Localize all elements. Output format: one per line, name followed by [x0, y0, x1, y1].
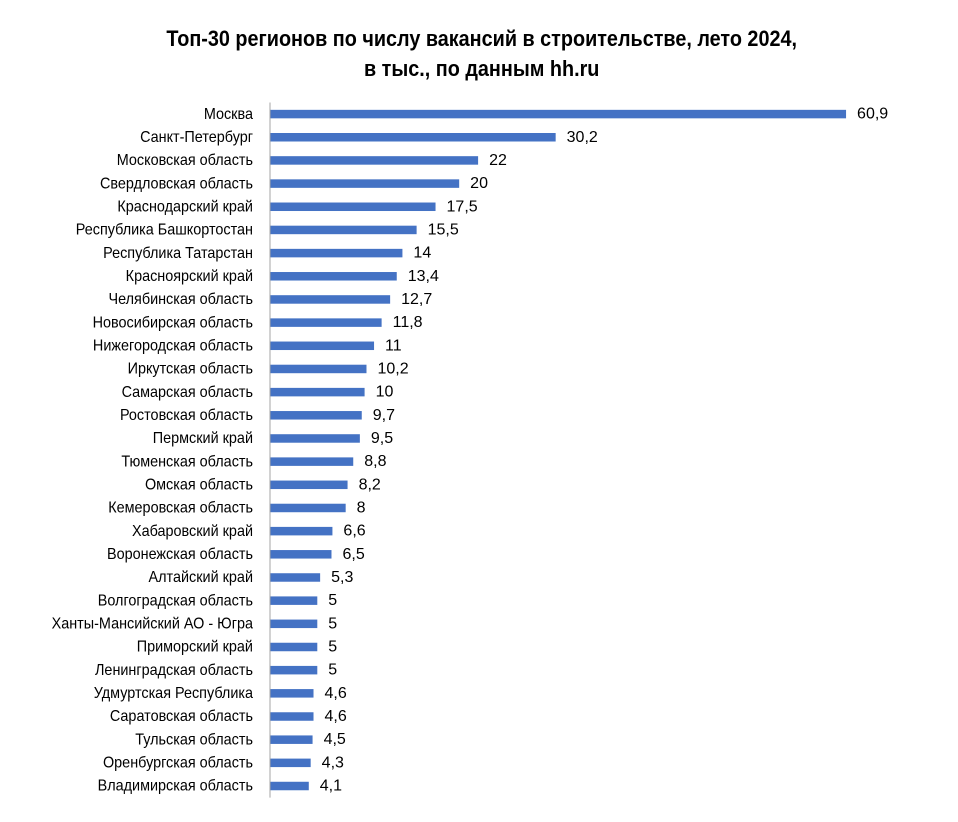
bar [270, 411, 362, 420]
category-label: Удмуртская Республика [94, 684, 254, 702]
data-label: 10 [376, 384, 394, 401]
data-label: 5,3 [331, 569, 353, 586]
data-label: 11,8 [393, 314, 423, 331]
data-label: 13,4 [408, 268, 439, 285]
category-label: Иркутская область [128, 360, 253, 378]
data-label: 6,6 [343, 523, 365, 540]
bar [270, 295, 391, 304]
bar [270, 550, 332, 559]
category-label: Свердловская область [100, 175, 253, 193]
data-label: 12,7 [401, 291, 432, 308]
category-label: Оренбургская область [103, 754, 253, 772]
chart-title: Топ-30 регионов по числу вакансий в стро… [51, 24, 913, 84]
bar [270, 596, 318, 605]
data-label: 4,6 [325, 685, 347, 702]
data-label: 8,2 [359, 476, 381, 493]
data-label: 5 [328, 615, 337, 632]
data-label: 20 [470, 175, 488, 192]
category-label: Кемеровская область [108, 499, 253, 517]
data-label: 17,5 [447, 198, 478, 215]
category-label: Владимирская область [98, 777, 253, 795]
category-label: Саратовская область [110, 708, 253, 726]
category-label: Воронежская область [107, 545, 253, 563]
bar [270, 665, 318, 675]
data-label: 9,5 [371, 430, 393, 447]
bar [270, 526, 333, 536]
category-label: Волгоградская область [98, 592, 253, 610]
category-label: Ленинградская область [95, 661, 253, 679]
bar [270, 480, 348, 490]
data-label: 10,2 [377, 360, 408, 377]
category-label: Ростовская область [120, 406, 253, 424]
category-label: Приморский край [137, 638, 253, 656]
bar [270, 272, 397, 281]
bar [270, 156, 479, 165]
data-label: 11 [385, 337, 402, 354]
category-label: Республика Башкортостан [76, 221, 253, 239]
category-label: Москва [204, 105, 254, 123]
data-label: 15,5 [428, 221, 459, 238]
data-label: 4,1 [320, 778, 342, 795]
bar [270, 781, 309, 791]
bar [270, 318, 382, 327]
data-label: 5 [328, 638, 337, 655]
data-label: 6,5 [342, 546, 364, 563]
bar [270, 503, 346, 513]
bar [270, 387, 365, 397]
data-label: 30,2 [567, 129, 598, 146]
category-label: Республика Татарстан [103, 244, 253, 262]
bar [270, 248, 403, 258]
bar [270, 457, 354, 466]
category-label: Ханты-Мансийский АО - Югра [52, 615, 254, 633]
category-label: Пермский край [153, 430, 253, 448]
bar [270, 619, 318, 629]
category-label: Челябинская область [109, 291, 254, 309]
bar [270, 573, 321, 582]
category-label: Тюменская область [121, 453, 253, 471]
data-label: 9,7 [373, 407, 395, 424]
data-label: 5 [328, 592, 337, 609]
data-label: 8,8 [364, 453, 386, 470]
bar [270, 225, 417, 235]
bar [270, 712, 314, 721]
category-label: Санкт-Петербург [140, 128, 253, 146]
bar [270, 735, 313, 744]
bar [270, 758, 311, 768]
data-label: 4,5 [324, 731, 346, 748]
category-label: Московская область [117, 151, 253, 169]
bar [270, 202, 436, 212]
bar [270, 341, 375, 351]
data-label: 60,9 [857, 106, 888, 123]
bar [270, 133, 556, 142]
category-label: Самарская область [122, 383, 253, 401]
category-label: Краснодарский край [117, 198, 253, 216]
data-label: 22 [489, 152, 507, 169]
chart-title-line-2: в тыс., по данным hh.ru [363, 56, 600, 81]
category-label: Хабаровский край [132, 522, 253, 540]
category-label: Тульская область [135, 731, 253, 749]
data-label: 4,6 [325, 708, 347, 725]
chart-title-line-1: Топ-30 регионов по числу вакансий в стро… [166, 26, 797, 51]
data-label: 8 [357, 499, 366, 516]
bar [270, 434, 360, 443]
data-label: 14 [413, 245, 431, 262]
category-label: Алтайский край [149, 569, 253, 587]
bar [270, 642, 318, 652]
category-label: Новосибирская область [93, 314, 253, 332]
category-label: Нижегородская область [93, 337, 253, 355]
bar [270, 689, 314, 698]
bar [270, 179, 460, 188]
category-label: Омская область [145, 476, 253, 494]
category-label: Красноярский край [126, 267, 253, 285]
data-label: 4,3 [322, 754, 344, 771]
bar [270, 109, 847, 119]
data-label: 5 [328, 662, 337, 679]
bar [270, 364, 367, 374]
